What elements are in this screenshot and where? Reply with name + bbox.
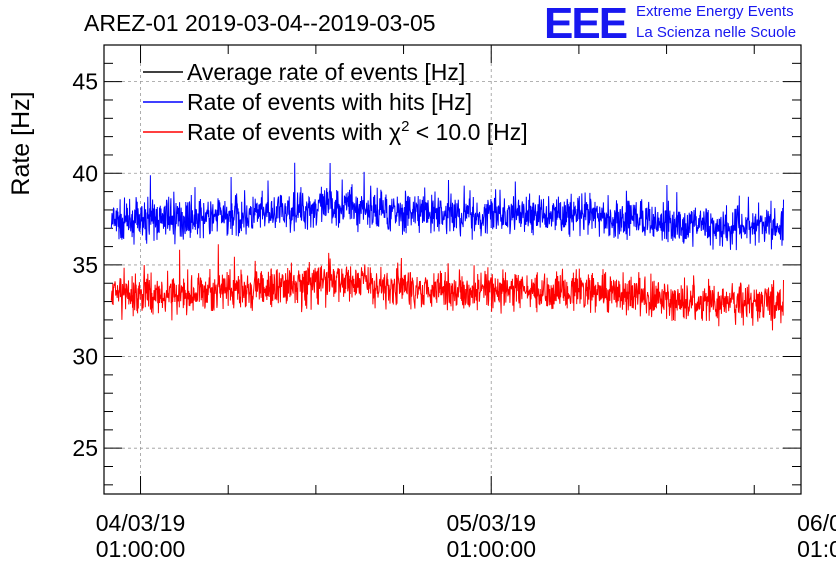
y-tick-label: 25	[72, 435, 98, 461]
y-tick-label: 35	[72, 252, 98, 278]
logo-line-1: Extreme Energy Events	[636, 3, 794, 20]
plot-frame	[103, 44, 802, 495]
y-tick-label: 30	[72, 344, 98, 370]
x-tick-label-date: 04/03/19	[96, 510, 186, 536]
y-axis-label: Rate [Hz]	[7, 91, 35, 195]
x-tick-label-time: 01:00:00	[446, 536, 536, 562]
legend-label-2: Rate of events with χ2 < 10.0 [Hz]	[187, 118, 528, 145]
x-tick-label-date: 05/03/19	[446, 510, 536, 536]
logo-line-2: La Scienza nelle Scuole	[636, 24, 797, 41]
eee-logo: EEE	[544, 0, 628, 48]
y-tick-label: 40	[72, 160, 98, 186]
chart-title: AREZ-01 2019-03-04--2019-03-05	[84, 10, 436, 36]
x-tick-label-date: 06/03/19	[797, 510, 836, 536]
y-tick-label: 45	[72, 69, 98, 95]
series-line-1	[110, 162, 784, 251]
series-line-2	[110, 244, 784, 331]
x-tick-label-time: 01:00:00	[797, 536, 836, 562]
legend-label-1: Rate of events with hits [Hz]	[187, 89, 472, 115]
x-tick-label-time: 01:00:00	[96, 536, 186, 562]
legend-label-0: Average rate of events [Hz]	[187, 59, 465, 85]
